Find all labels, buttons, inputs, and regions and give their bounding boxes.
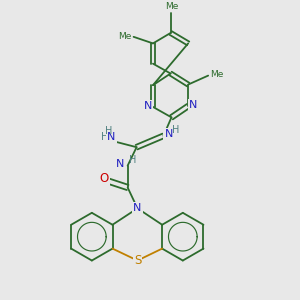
Text: N: N <box>165 129 173 140</box>
Text: N: N <box>189 100 198 110</box>
Text: H: H <box>101 132 108 142</box>
Text: N: N <box>107 132 116 142</box>
Text: H: H <box>129 155 137 165</box>
Text: N: N <box>116 160 124 170</box>
Text: Me: Me <box>210 70 223 79</box>
Text: N: N <box>133 203 142 213</box>
Text: Me: Me <box>165 2 179 11</box>
Text: O: O <box>100 172 109 185</box>
Text: S: S <box>134 254 141 267</box>
Text: H: H <box>105 126 112 136</box>
Text: H: H <box>172 125 180 136</box>
Text: N: N <box>143 101 152 111</box>
Text: Me: Me <box>118 32 131 41</box>
